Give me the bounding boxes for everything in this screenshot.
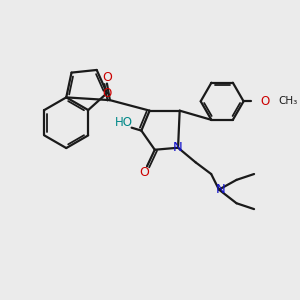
Text: CH₃: CH₃ [279, 96, 298, 106]
Text: O: O [102, 71, 112, 84]
Text: HO: HO [115, 116, 133, 129]
Text: O: O [139, 166, 149, 179]
Text: O: O [260, 95, 270, 108]
Text: O: O [102, 87, 112, 100]
Text: N: N [216, 183, 226, 196]
Text: N: N [173, 141, 183, 154]
